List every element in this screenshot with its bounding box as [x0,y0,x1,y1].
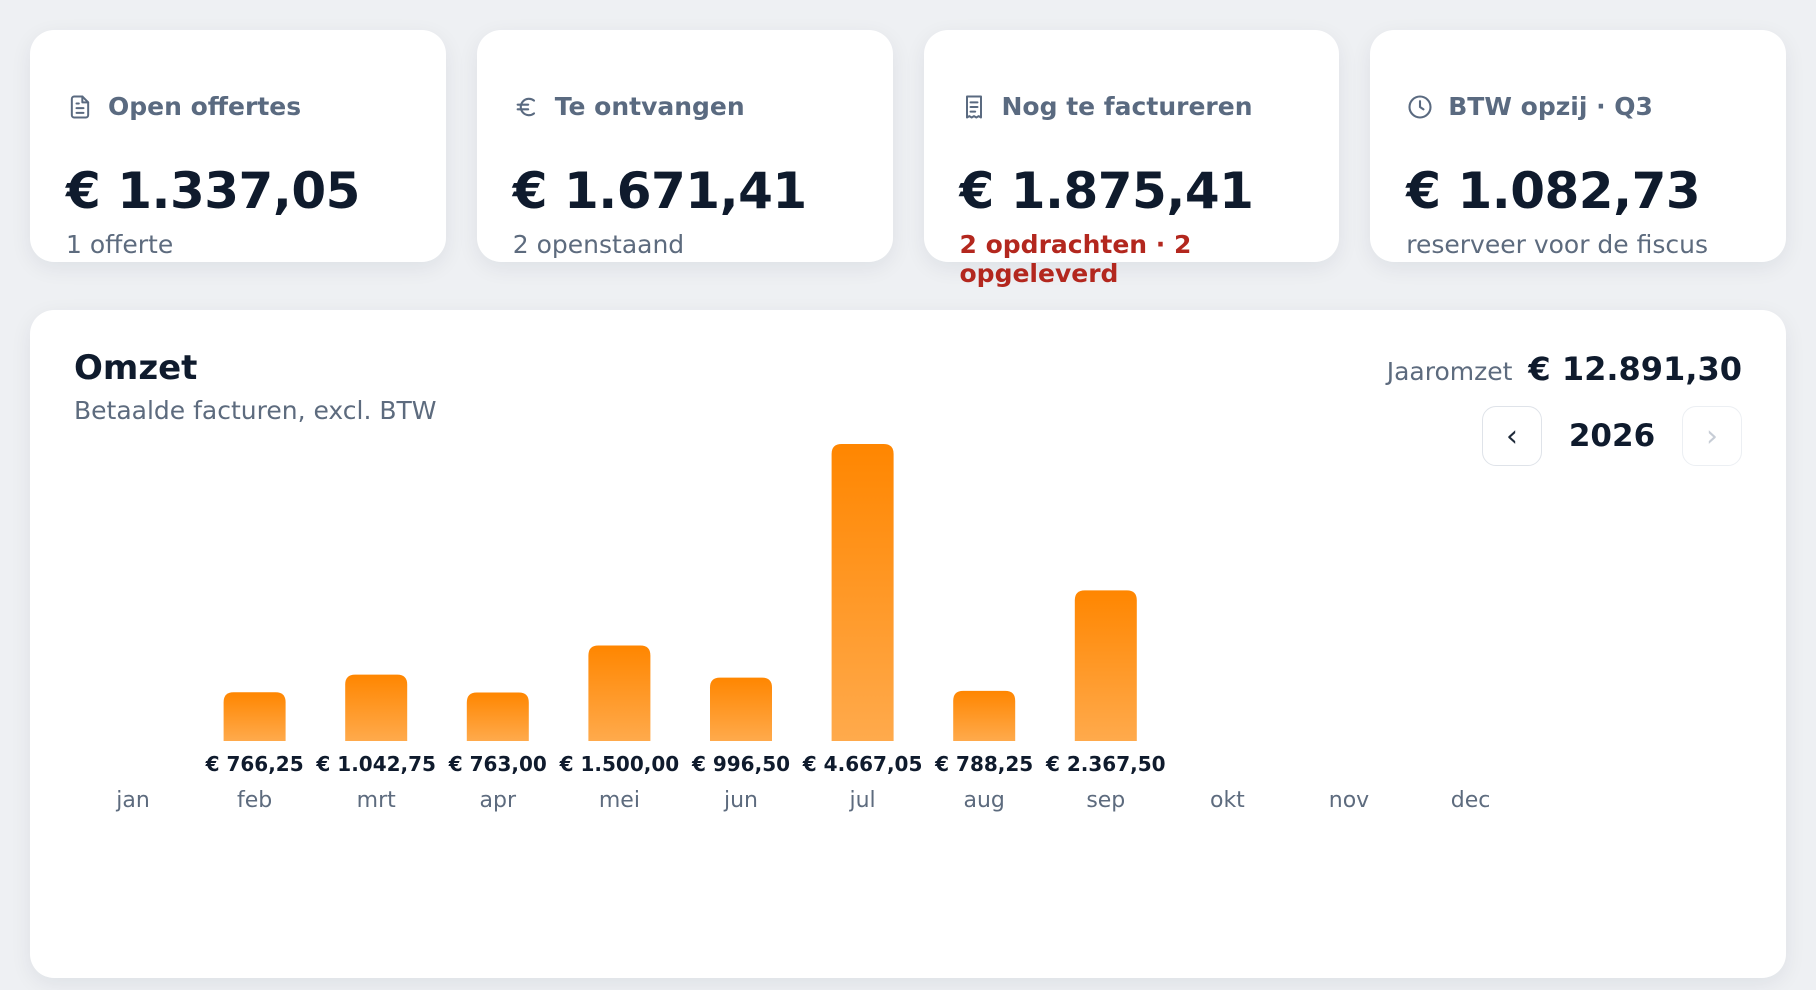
stat-value: € 1.875,41 [959,162,1254,220]
bar-value-label: € 1.500,00 [559,752,680,776]
stat-subtext: reserveer voor de fiscus [1406,230,1709,259]
bar-aug[interactable] [953,690,1016,741]
revenue-chart-card: Omzet Betaalde facturen, excl. BTW Jaaro… [30,310,1786,978]
stat-value: € 1.337,05 [66,162,360,220]
stat-label: BTW opzij · Q3 [1448,92,1653,121]
month-label-mei: mei [599,788,640,813]
stat-card-open-offertes[interactable]: Open offertes € 1.337,05 1 offerte [30,30,446,262]
stat-label: Nog te factureren [1001,92,1253,121]
stat-card-te-ontvangen[interactable]: Te ontvangen € 1.671,41 2 openstaand [476,30,893,262]
next-year-button[interactable]: › [1682,406,1742,466]
revenue-bar-chart: € 766,25 € 1.042,75 € 763,00 € 1.500,00 € 99… [115,444,1491,813]
chart-title: Omzet [74,348,198,388]
stat-header: BTW opzij · Q3 [1406,92,1653,121]
bar-apr[interactable] [466,692,529,741]
stat-label: Open offertes [108,92,302,121]
bar-value-label: € 788,25 [934,752,1033,776]
bar-mei[interactable] [588,645,651,741]
chart-subtitle: Betaalde facturen, excl. BTW [74,396,437,425]
month-label-sep: sep [1086,788,1125,813]
bar-mrt[interactable] [345,674,408,741]
month-label-aug: aug [964,788,1005,813]
stat-cards: Open offertes € 1.337,05 1 offerte Te on… [30,30,1786,288]
bar-value-label: € 996,50 [691,752,790,776]
month-label-feb: feb [237,788,272,813]
stat-subtext: 1 offerte [66,230,174,259]
month-label-nov: nov [1329,788,1369,813]
document-icon [66,93,94,121]
bar-jun[interactable] [710,677,772,741]
bar-value-label: € 766,25 [205,752,304,776]
month-label-okt: okt [1210,788,1245,813]
stat-subtext: 2 openstaand [512,230,685,259]
stat-label: Te ontvangen [554,92,745,121]
month-label-jan: jan [115,788,150,813]
stat-value: € 1.082,73 [1406,162,1701,220]
bar-jul[interactable] [831,444,894,741]
previous-year-button[interactable]: ‹ [1482,406,1542,466]
stat-header: Open offertes [66,92,301,121]
bar-value-label: € 1.042,75 [315,752,436,776]
month-label-mrt: mrt [357,788,396,813]
bar-sep[interactable] [1074,590,1137,741]
receipt-icon [960,93,988,121]
month-label-jul: jul [849,788,876,813]
month-label-jun: jun [723,788,758,813]
bar-value-label: € 2.367,50 [1045,752,1166,776]
bar-value-label: € 763,00 [448,752,547,776]
stat-value: € 1.671,41 [512,162,807,220]
year-label: 2026 [1568,418,1656,454]
stat-card-btw-opzij[interactable]: BTW opzij · Q3 € 1.082,73 reserveer voor… [1370,30,1786,262]
year-total-value: € 12.891,30 [1528,350,1742,388]
month-label-apr: apr [480,788,517,813]
bar-value-label: € 4.667,05 [802,752,923,776]
stat-subtext-alert: 2 opdrachten · 2 opgeleverd [959,230,1192,288]
stat-header: Nog te factureren [960,92,1253,121]
year-total-label: Jaaromzet [1386,357,1513,386]
stat-card-nog-te-factureren[interactable]: Nog te factureren € 1.875,41 2 opdrachte… [923,30,1340,288]
bar-feb[interactable] [223,692,286,741]
month-label-dec: dec [1451,788,1491,813]
stat-header: Te ontvangen [513,92,745,121]
year-navigator: ‹ 2026 › [1482,406,1742,466]
year-total: Jaaromzet € 12.891,30 [1387,350,1742,388]
clock-icon [1406,93,1434,121]
euro-icon [513,93,541,121]
